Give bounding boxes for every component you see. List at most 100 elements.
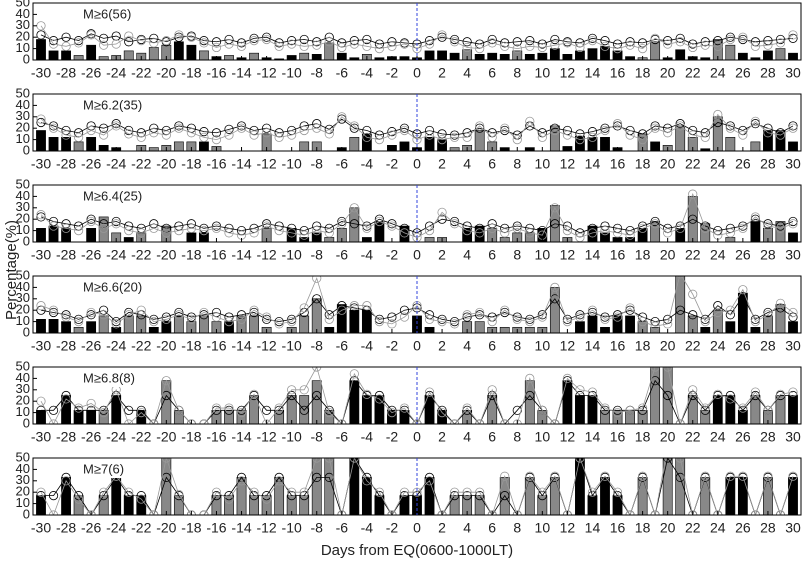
x-tick-label: -20 <box>156 65 176 81</box>
x-tick-label: -20 <box>156 338 176 354</box>
bar <box>48 319 59 333</box>
x-tick-label: 20 <box>660 520 676 536</box>
x-tick-label: -8 <box>311 429 324 445</box>
line-point <box>224 405 234 415</box>
line-point <box>349 123 359 133</box>
x-tick-label: -30 <box>31 247 51 263</box>
line-point <box>312 390 322 401</box>
line-point <box>124 31 134 41</box>
x-tick-label: 16 <box>610 338 626 354</box>
line-point <box>537 487 547 497</box>
line-point <box>763 40 773 50</box>
bar <box>675 458 686 515</box>
line-point <box>374 216 384 227</box>
x-tick-label: 4 <box>463 520 471 536</box>
bar <box>123 237 134 242</box>
line-point <box>449 487 460 497</box>
line-point <box>575 135 585 145</box>
line-point <box>186 128 196 138</box>
line-point <box>424 130 435 140</box>
line-point <box>537 39 547 49</box>
line-point <box>186 223 196 233</box>
title-background <box>81 462 127 478</box>
line-point <box>287 314 297 324</box>
line-point <box>663 458 673 463</box>
line-point <box>663 367 673 372</box>
bar <box>374 57 385 60</box>
line-point <box>224 494 234 504</box>
x-tick-label: 0 <box>413 338 421 354</box>
line-point <box>48 123 59 133</box>
x-tick-label: -10 <box>282 338 302 354</box>
line-point <box>249 36 259 46</box>
y-tick-label: 50 <box>16 267 30 282</box>
line-point <box>663 228 673 238</box>
line-point <box>625 305 635 315</box>
x-tick-label: -6 <box>336 65 349 81</box>
line-point <box>424 476 435 486</box>
line-point <box>525 228 535 238</box>
line-point <box>211 491 222 501</box>
line-point <box>525 36 535 46</box>
x-tick-label: -10 <box>282 429 302 445</box>
y-tick-label: 40 <box>16 370 30 385</box>
bar <box>274 58 285 60</box>
line-point <box>86 310 96 320</box>
y-tick-label: 0 <box>23 142 30 157</box>
line-point <box>199 132 209 142</box>
line-point <box>374 390 384 401</box>
x-tick-label: 12 <box>560 65 576 81</box>
line-point <box>500 471 510 481</box>
x-tick-label: 16 <box>610 429 626 445</box>
line-point <box>86 30 96 40</box>
y-tick-label: 50 <box>16 449 30 464</box>
line-point <box>274 403 284 413</box>
line-point <box>174 123 184 133</box>
line-point <box>99 33 109 43</box>
line-point <box>362 301 372 311</box>
y-tick-label: 0 <box>23 506 30 521</box>
line-point <box>48 491 59 501</box>
x-tick-label: 2 <box>438 65 446 81</box>
bar <box>700 477 711 515</box>
line-point <box>675 223 685 233</box>
line-point <box>387 127 397 137</box>
line-point <box>675 37 685 47</box>
line-point <box>625 405 635 415</box>
y-tick-label: 0 <box>23 415 30 430</box>
line-point <box>387 319 397 329</box>
line-point <box>111 39 121 49</box>
line-point <box>36 301 46 311</box>
line-point <box>738 403 748 413</box>
bar <box>424 326 435 333</box>
x-tick-label: -4 <box>361 247 374 263</box>
line-point <box>637 223 648 233</box>
bar <box>474 130 485 151</box>
line-point <box>362 41 372 51</box>
bar <box>349 57 360 60</box>
x-tick-label: 12 <box>560 429 576 445</box>
x-tick-label: -20 <box>156 156 176 172</box>
bar <box>48 137 59 151</box>
line-point <box>437 316 447 327</box>
line-point <box>462 132 472 142</box>
line-point <box>788 307 798 318</box>
x-tick-label: 30 <box>785 247 801 263</box>
x-tick-label: -26 <box>81 520 101 536</box>
bar <box>712 116 723 151</box>
bar <box>549 477 560 515</box>
line <box>41 379 793 424</box>
x-tick-label: 24 <box>710 520 726 536</box>
line-point <box>199 307 209 318</box>
line-point <box>312 123 322 133</box>
line-point <box>688 310 698 320</box>
line-point <box>299 125 309 136</box>
x-tick-label: -6 <box>336 429 349 445</box>
bar <box>148 47 159 60</box>
x-tick-label: -14 <box>231 520 251 536</box>
line-point <box>663 128 673 138</box>
x-tick-label: 26 <box>735 65 751 81</box>
y-tick-label: 20 <box>16 393 30 408</box>
bar <box>650 367 661 424</box>
bar <box>700 326 711 333</box>
